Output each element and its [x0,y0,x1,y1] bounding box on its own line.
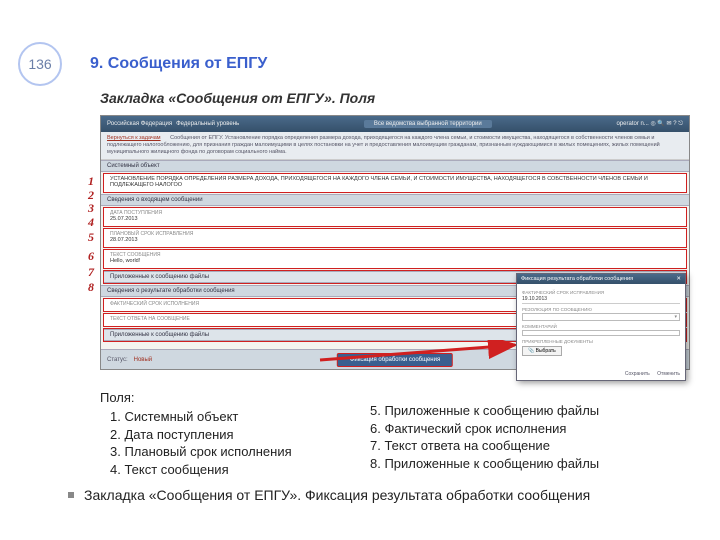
dialog-title-text: Фиксация результата обработки сообщения [521,276,633,282]
save-button[interactable]: Сохранить [625,371,650,377]
row-num-6: 6 [88,249,94,264]
field-left-4: 4. Текст сообщения [110,461,292,479]
fields-heading: Поля: [100,390,135,405]
description-text: Сообщения от ЕПГУ. Установление порядка … [107,135,660,155]
topbar-left2: Федеральный уровень [176,121,239,127]
row-num-8: 8 [88,280,94,295]
page-number: 136 [28,56,51,72]
row-num-3: 3 [88,201,94,216]
fields-list-right: 5. Приложенные к сообщению файлы 6. Факт… [370,402,599,472]
row-system-object: УСТАНОВЛЕНИЕ ПОРЯДКА ОПРЕДЕЛЕНИЯ РАЗМЕРА… [104,174,686,192]
field-left-1: 1. Системный объект [110,408,292,426]
dialog-comment-label: КОММЕНТАРИЙ [522,324,680,329]
back-link[interactable]: Вернуться к задачам [107,135,161,141]
chevron-down-icon: ▾ [674,314,677,320]
row-plan-deadline: ПЛАНОВЫЙ СРОК ИСПРАВЛЕНИЯ 28.07.2013 [104,229,686,247]
bullet-line: Закладка «Сообщения от ЕПГУ». Фиксация р… [68,486,688,504]
topbar-left1: Российская Федерация [107,121,172,127]
dialog-date-value: 19.10.2013 [522,295,680,304]
field-right-2: 6. Фактический срок исполнения [370,420,599,438]
section-header-incoming: Сведения о входящем сообщении [101,194,689,206]
field-right-4: 8. Приложенные к сообщению файлы [370,455,599,473]
topbar-mid: Все ведомства выбранной территории [364,120,492,128]
field-left-2: 2. Дата поступления [110,426,292,444]
result-dialog: Фиксация результата обработки сообщения … [516,273,686,381]
highlight-box-3: ПЛАНОВЫЙ СРОК ИСПРАВЛЕНИЯ 28.07.2013 [103,228,687,248]
row-date-received: ДАТА ПОСТУПЛЕНИЯ 25.07.2013 [104,208,686,226]
system-object-value: УСТАНОВЛЕНИЕ ПОРЯДКА ОПРЕДЕЛЕНИЯ РАЗМЕРА… [110,176,680,188]
field-left-3: 3. Плановый срок исполнения [110,443,292,461]
dialog-body: ФАКТИЧЕСКИЙ СРОК ИСПРАВЛЕНИЯ 19.10.2013 … [517,284,685,359]
fields-list-left: 1. Системный объект 2. Дата поступления … [110,408,292,478]
attach-button[interactable]: 📎 Выбрать [522,346,562,356]
plan-deadline-value: 28.07.2013 [110,237,680,243]
status-value: Новый [134,357,153,363]
field-right-3: 7. Текст ответа на сообщение [370,437,599,455]
page-title: 9. Сообщения от ЕПГУ [90,55,267,73]
highlight-box-4: ТЕКСТ СООБЩЕНИЯ Hello, world! [103,249,687,269]
bullet-icon [68,492,74,498]
status-label: Статус: [107,357,128,363]
field-right-1: 5. Приложенные к сообщению файлы [370,402,599,420]
page-subtitle: Закладка «Сообщения от ЕПГУ». Поля [100,90,375,106]
fix-result-button[interactable]: Фиксация обработки сообщения [337,353,453,367]
highlight-box-2: ДАТА ПОСТУПЛЕНИЯ 25.07.2013 [103,207,687,227]
bullet-text: Закладка «Сообщения от ЕПГУ». Фиксация р… [84,486,590,504]
section-header-1: Системный объект [101,160,689,172]
page-number-badge: 136 [18,42,62,86]
dialog-footer: Сохранить Отменить [619,371,680,377]
row-num-5: 5 [88,230,94,245]
dialog-resolution-select[interactable]: ▾ [522,313,680,321]
row-num-1: 1 [88,174,94,189]
dialog-resolution-label: РЕЗОЛЮЦИЯ ПО СООБЩЕНИЮ [522,307,680,312]
message-text-value: Hello, world! [110,258,680,264]
screenshot-description: Вернуться к задачам Сообщения от ЕПГУ. У… [101,132,689,160]
topbar-right: operator n... ◎ 🔍 ✉ ? ⎋ [616,120,683,128]
dialog-comment-input[interactable] [522,330,680,336]
close-icon[interactable]: ✕ [676,276,681,282]
screenshot-topbar: Российская Федерация Федеральный уровень… [101,116,689,132]
dialog-titlebar: Фиксация результата обработки сообщения … [517,274,685,284]
row-num-4: 4 [88,215,94,230]
cancel-button[interactable]: Отменить [657,371,680,377]
row-num-7: 7 [88,265,94,280]
highlight-box-1: УСТАНОВЛЕНИЕ ПОРЯДКА ОПРЕДЕЛЕНИЯ РАЗМЕРА… [103,173,687,193]
date-received-value: 25.07.2013 [110,216,680,222]
row-message-text: ТЕКСТ СООБЩЕНИЯ Hello, world! [104,250,686,268]
dialog-attach-label: ПРИКРЕПЛЕННЫЕ ДОКУМЕНТЫ [522,339,680,344]
